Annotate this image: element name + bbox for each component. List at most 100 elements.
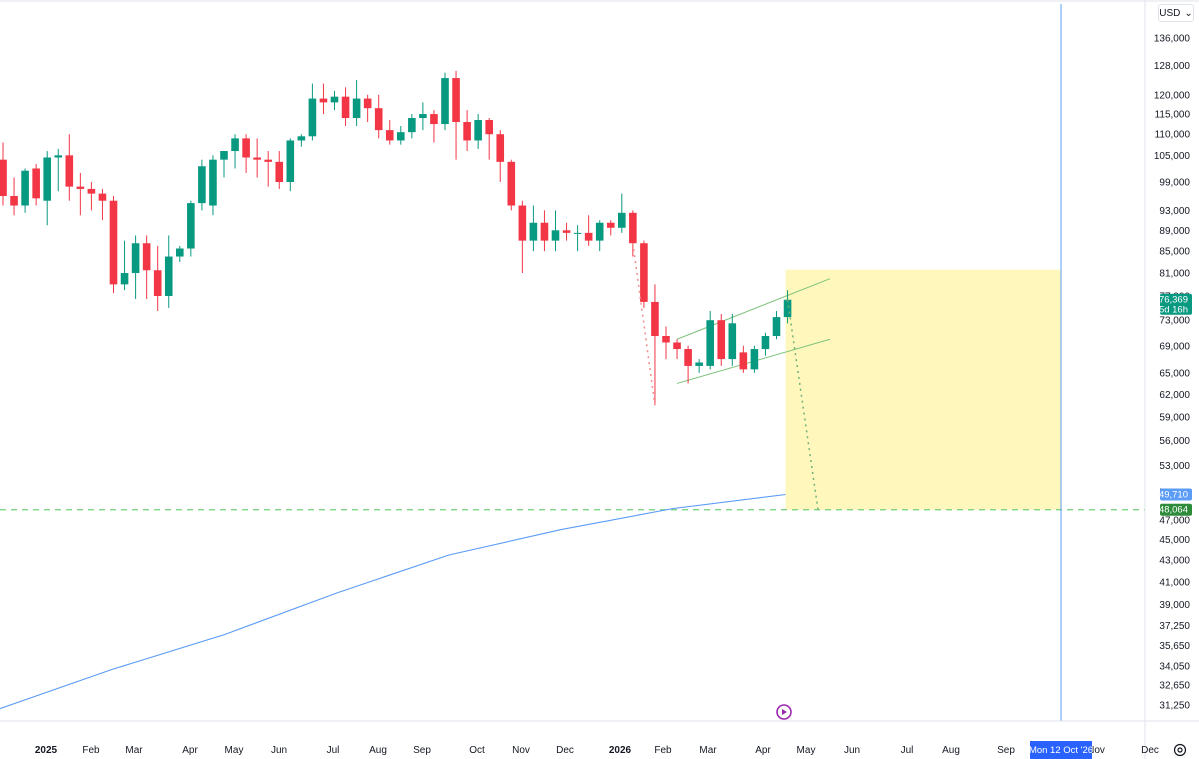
candle-body xyxy=(32,168,40,199)
time-tick-label: Aug xyxy=(369,745,387,756)
time-tick-label: Jul xyxy=(327,745,340,756)
candle xyxy=(43,151,51,226)
moving-average-line xyxy=(0,493,786,710)
candle xyxy=(651,284,659,406)
candle xyxy=(87,182,96,211)
candle-body xyxy=(153,270,162,296)
candle-body xyxy=(308,98,317,137)
candle xyxy=(573,225,582,252)
candle xyxy=(430,110,438,143)
candle-body xyxy=(783,299,792,318)
price-tick-label: 89,000 xyxy=(1159,226,1190,237)
time-tick-label: Jun xyxy=(271,745,287,756)
candle-body xyxy=(772,317,781,336)
gear-icon[interactable] xyxy=(1172,742,1188,758)
candle xyxy=(463,110,471,152)
candle xyxy=(352,79,361,127)
last-price-label-text: 76,369 xyxy=(1159,295,1188,306)
candle-body xyxy=(297,136,306,141)
candle xyxy=(452,70,460,160)
candle xyxy=(419,102,427,131)
candle-body xyxy=(275,161,284,183)
candle xyxy=(275,151,284,189)
time-tick-label: 2026 xyxy=(609,745,632,756)
candle xyxy=(341,87,350,127)
candle xyxy=(21,168,29,213)
candle xyxy=(485,118,493,160)
candle-body xyxy=(176,248,184,257)
time-axis[interactable]: 2025 Feb Mar Apr May Jun Jul Aug Sep Oct Nov Dec 202… xyxy=(35,741,1159,759)
candle xyxy=(441,72,449,131)
candle-body xyxy=(562,230,571,233)
candle xyxy=(153,245,162,311)
candle-body xyxy=(352,98,361,119)
candle xyxy=(32,164,40,206)
target-price-label: 48,064 xyxy=(1159,503,1192,516)
replay-icon[interactable] xyxy=(776,704,792,720)
candle xyxy=(629,210,637,257)
price-axis[interactable]: 136,000 128,000 120,000 115,000 110,000 105,0… xyxy=(1154,34,1191,712)
candle-body xyxy=(430,114,438,125)
candle-body xyxy=(87,188,96,194)
crosshair-date-text: Mon 12 Oct '26 xyxy=(1029,745,1093,756)
time-tick-label: Sep xyxy=(413,745,431,756)
candle xyxy=(739,345,748,373)
candle xyxy=(10,177,18,216)
candle xyxy=(584,215,593,246)
candle-body xyxy=(452,78,460,123)
candle xyxy=(562,222,571,241)
price-tick-label: 85,000 xyxy=(1159,247,1190,258)
candle xyxy=(772,310,781,340)
price-tick-label: 56,000 xyxy=(1159,436,1190,447)
candle-body xyxy=(120,273,129,285)
candle xyxy=(198,159,206,211)
candle xyxy=(109,195,118,294)
candle xyxy=(496,130,505,183)
price-tick-label: 45,000 xyxy=(1159,535,1190,546)
candle xyxy=(0,142,7,206)
candle xyxy=(397,126,405,145)
currency-selector[interactable]: USD ⌄ xyxy=(1158,4,1194,22)
price-tick-label: 35,650 xyxy=(1159,641,1190,652)
candle-body xyxy=(651,301,659,336)
candle-body xyxy=(573,232,582,234)
candle-body xyxy=(640,243,648,302)
currency-label: USD xyxy=(1159,7,1181,19)
ma-price-label-text: 49,710 xyxy=(1159,489,1188,500)
last-price-label-text: 5d 16h xyxy=(1159,305,1188,316)
candle xyxy=(131,235,140,299)
candle-body xyxy=(98,193,107,201)
price-tick-label: 110,000 xyxy=(1155,130,1191,141)
candle xyxy=(684,345,692,384)
candle xyxy=(242,134,250,173)
time-tick-label: Sep xyxy=(997,745,1015,756)
price-tick-label: 73,000 xyxy=(1159,316,1190,327)
time-tick-label: Apr xyxy=(182,745,198,756)
candle xyxy=(164,235,173,308)
candle-body xyxy=(43,157,51,201)
candle-body xyxy=(187,203,195,249)
price-tick-label: 62,000 xyxy=(1159,390,1190,401)
time-tick-label: Mar xyxy=(125,745,143,756)
time-tick-label: Dec xyxy=(556,745,574,756)
candle xyxy=(374,94,383,139)
candle xyxy=(231,134,239,169)
candle-body xyxy=(253,157,261,160)
price-tick-label: 47,000 xyxy=(1159,515,1190,526)
time-tick-label: Aug xyxy=(942,745,960,756)
candle xyxy=(330,91,339,111)
price-tick-label: 34,050 xyxy=(1159,662,1190,673)
candle-body xyxy=(397,132,405,141)
candle-body xyxy=(629,212,637,244)
candle-body xyxy=(595,222,604,241)
candle xyxy=(618,193,626,233)
candle-body xyxy=(0,159,7,196)
candle-body xyxy=(109,200,118,285)
price-tick-label: 105,000 xyxy=(1154,151,1191,162)
candle-body xyxy=(10,195,18,206)
price-tick-label: 39,000 xyxy=(1159,600,1190,611)
candle-body xyxy=(474,120,482,141)
